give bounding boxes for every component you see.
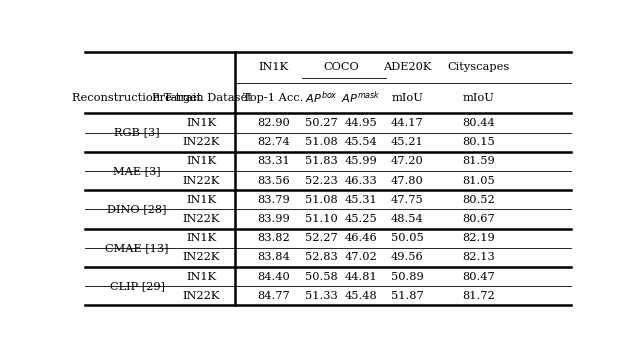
Text: mIoU: mIoU <box>392 93 423 103</box>
Text: 51.08: 51.08 <box>305 137 338 147</box>
Text: 51.08: 51.08 <box>305 195 338 205</box>
Text: Pre-train Dataset: Pre-train Dataset <box>152 93 252 103</box>
Text: 45.48: 45.48 <box>345 291 378 301</box>
Text: 45.54: 45.54 <box>345 137 378 147</box>
Text: 44.95: 44.95 <box>345 118 378 128</box>
Text: COCO: COCO <box>323 63 359 73</box>
Text: 80.15: 80.15 <box>462 137 495 147</box>
Text: 50.27: 50.27 <box>305 118 338 128</box>
Text: 45.21: 45.21 <box>391 137 424 147</box>
Text: 81.05: 81.05 <box>462 175 495 185</box>
Text: IN22K: IN22K <box>183 291 220 301</box>
Text: 44.17: 44.17 <box>391 118 424 128</box>
Text: IN1K: IN1K <box>186 156 216 166</box>
Text: RGB [3]: RGB [3] <box>114 128 160 138</box>
Text: 50.89: 50.89 <box>391 272 424 282</box>
Text: IN1K: IN1K <box>186 272 216 282</box>
Text: 50.58: 50.58 <box>305 272 338 282</box>
Text: 51.87: 51.87 <box>391 291 424 301</box>
Text: IN1K: IN1K <box>186 118 216 128</box>
Text: 45.31: 45.31 <box>345 195 378 205</box>
Text: 47.20: 47.20 <box>391 156 424 166</box>
Text: 80.44: 80.44 <box>462 118 495 128</box>
Text: DINO [28]: DINO [28] <box>108 204 167 215</box>
Text: IN22K: IN22K <box>183 252 220 262</box>
Text: 82.90: 82.90 <box>257 118 290 128</box>
Text: IN1K: IN1K <box>186 233 216 243</box>
Text: 81.59: 81.59 <box>462 156 495 166</box>
Text: 49.56: 49.56 <box>391 252 424 262</box>
Text: 47.02: 47.02 <box>345 252 378 262</box>
Text: CMAE [13]: CMAE [13] <box>106 243 169 253</box>
Text: Cityscapes: Cityscapes <box>447 63 509 73</box>
Text: 84.77: 84.77 <box>257 291 290 301</box>
Text: 83.84: 83.84 <box>257 252 290 262</box>
Text: 83.82: 83.82 <box>257 233 290 243</box>
Text: 46.46: 46.46 <box>345 233 378 243</box>
Text: IN1K: IN1K <box>259 63 289 73</box>
Text: 51.83: 51.83 <box>305 156 338 166</box>
Text: 81.72: 81.72 <box>462 291 495 301</box>
Text: 80.47: 80.47 <box>462 272 495 282</box>
Text: 52.27: 52.27 <box>305 233 338 243</box>
Text: 45.99: 45.99 <box>345 156 378 166</box>
Text: 82.13: 82.13 <box>462 252 495 262</box>
Text: 47.75: 47.75 <box>391 195 424 205</box>
Text: ADE20K: ADE20K <box>383 63 431 73</box>
Text: Top-1 Acc.: Top-1 Acc. <box>243 93 303 103</box>
Text: 80.52: 80.52 <box>462 195 495 205</box>
Text: 46.33: 46.33 <box>345 175 378 185</box>
Text: IN1K: IN1K <box>186 195 216 205</box>
Text: 83.99: 83.99 <box>257 214 290 224</box>
Text: 51.10: 51.10 <box>305 214 338 224</box>
Text: 83.56: 83.56 <box>257 175 290 185</box>
Text: CLIP [29]: CLIP [29] <box>109 281 164 291</box>
Text: 47.80: 47.80 <box>391 175 424 185</box>
Text: 84.40: 84.40 <box>257 272 290 282</box>
Text: IN22K: IN22K <box>183 137 220 147</box>
Text: Reconstruction Target: Reconstruction Target <box>72 93 202 103</box>
Text: 48.54: 48.54 <box>391 214 424 224</box>
Text: $AP^{box}$: $AP^{box}$ <box>305 90 338 107</box>
Text: 52.83: 52.83 <box>305 252 338 262</box>
Text: IN22K: IN22K <box>183 214 220 224</box>
Text: 83.79: 83.79 <box>257 195 290 205</box>
Text: IN22K: IN22K <box>183 175 220 185</box>
Text: 82.74: 82.74 <box>257 137 290 147</box>
Text: $AP^{mask}$: $AP^{mask}$ <box>341 90 381 107</box>
Text: MAE [3]: MAE [3] <box>113 166 161 176</box>
Text: 80.67: 80.67 <box>462 214 495 224</box>
Text: 83.31: 83.31 <box>257 156 290 166</box>
Text: mIoU: mIoU <box>462 93 494 103</box>
Text: 45.25: 45.25 <box>345 214 378 224</box>
Text: 51.33: 51.33 <box>305 291 338 301</box>
Text: 52.23: 52.23 <box>305 175 338 185</box>
Text: 82.19: 82.19 <box>462 233 495 243</box>
Text: 44.81: 44.81 <box>345 272 378 282</box>
Text: 50.05: 50.05 <box>391 233 424 243</box>
